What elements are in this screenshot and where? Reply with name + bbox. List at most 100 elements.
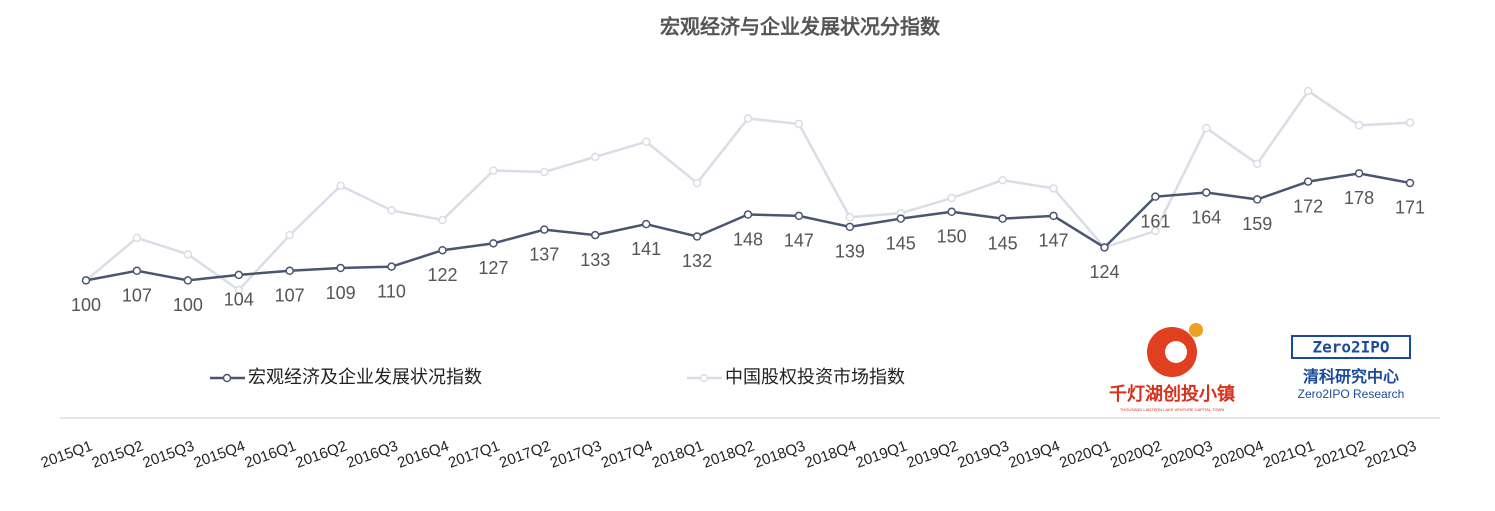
point <box>692 178 702 188</box>
x-tick-label: 2018Q4 <box>803 438 859 472</box>
point <box>438 245 447 255</box>
logo-badge <box>1291 335 1411 359</box>
x-tick-label: 2016Q1 <box>242 438 298 472</box>
point <box>1049 211 1058 221</box>
x-tick-label: 2018Q2 <box>701 438 757 472</box>
logo-right: Zero2IPO 清科研究中心 Zero2IPO Research <box>1291 335 1411 401</box>
point <box>641 219 651 229</box>
point <box>1252 195 1262 204</box>
x-tick-label: 2021Q1 <box>1261 438 1317 472</box>
x-tick-label: 2017Q2 <box>497 438 553 472</box>
logo-badge-text: Zero2IPO <box>1312 338 1389 357</box>
x-tick-label: 2017Q4 <box>599 438 655 472</box>
x-tick-label: 2015Q2 <box>90 438 146 472</box>
point <box>387 262 396 271</box>
x-tick-label: 2018Q3 <box>752 438 808 472</box>
x-tick-label: 2016Q3 <box>344 438 400 472</box>
point <box>132 266 142 276</box>
point <box>1354 169 1364 178</box>
value-label: 104 <box>224 290 254 310</box>
x-tick-label: 2018Q1 <box>650 438 706 472</box>
point <box>998 175 1007 185</box>
value-label: 141 <box>631 239 661 259</box>
point <box>183 250 193 259</box>
point <box>234 270 244 280</box>
point <box>438 215 447 225</box>
point <box>896 214 906 223</box>
logo-text: 千灯湖创投小镇 <box>1109 383 1235 404</box>
value-label: 139 <box>835 242 865 262</box>
chart-title: 宏观经济与企业发展状况分指数 <box>660 14 941 38</box>
point <box>285 266 294 276</box>
point <box>641 137 651 147</box>
x-tick-label: 2020Q4 <box>1210 438 1266 472</box>
x-tick-label: 2016Q2 <box>293 438 349 472</box>
point <box>947 207 956 217</box>
point <box>743 210 753 219</box>
point <box>998 214 1007 223</box>
x-tick-label: 2021Q3 <box>1363 438 1419 472</box>
legend-marker <box>699 373 709 383</box>
value-label: 107 <box>122 286 152 306</box>
point <box>387 206 396 215</box>
value-label: 145 <box>988 233 1018 253</box>
value-label: 100 <box>71 295 101 315</box>
value-label: 159 <box>1242 214 1272 234</box>
point <box>590 152 600 162</box>
value-label: 172 <box>1293 196 1323 216</box>
logo-text: 清科研究中心 <box>1303 367 1399 386</box>
point <box>285 230 294 240</box>
value-label: 110 <box>377 281 406 301</box>
logo-mark <box>1165 341 1187 363</box>
legend-label: 中国股权投资市场指数 <box>725 367 905 387</box>
x-tick-label: 2020Q1 <box>1057 438 1113 472</box>
point <box>336 181 345 190</box>
x-tick-label: 2020Q2 <box>1108 438 1164 472</box>
point <box>1303 86 1313 96</box>
value-label: 122 <box>427 265 457 285</box>
point <box>81 276 91 285</box>
point <box>489 166 498 175</box>
value-label: 127 <box>478 258 508 278</box>
point <box>540 167 549 177</box>
value-label: 100 <box>173 295 203 315</box>
point <box>692 232 702 241</box>
logo-left: 千灯湖创投小镇 THOUSAND LANTERN LAKE VENTURE CA… <box>1109 323 1235 412</box>
legend-marker <box>222 373 232 383</box>
point <box>183 276 193 285</box>
point <box>1252 159 1262 168</box>
logo-mark <box>1189 323 1203 337</box>
value-label: 107 <box>275 286 305 306</box>
value-label: 137 <box>529 244 559 264</box>
value-label: 109 <box>326 283 356 303</box>
x-tick-label: 2019Q3 <box>955 438 1011 472</box>
x-tick-label: 2021Q2 <box>1312 438 1368 472</box>
value-label: 148 <box>733 229 763 249</box>
x-tick-label: 2017Q1 <box>446 438 502 472</box>
point <box>540 225 549 234</box>
point <box>1303 177 1313 186</box>
point <box>1100 243 1109 252</box>
value-label: 161 <box>1140 211 1170 231</box>
x-tick-label: 2015Q4 <box>192 438 248 472</box>
value-label: 132 <box>682 251 712 271</box>
point <box>234 285 244 295</box>
point <box>1151 192 1160 201</box>
value-label: 147 <box>1039 231 1069 251</box>
value-label: 164 <box>1191 207 1221 227</box>
x-tick-label: 2015Q3 <box>141 438 197 472</box>
x-tick-label: 2019Q1 <box>854 438 910 472</box>
logo-subtext: Zero2IPO Research <box>1298 387 1405 401</box>
value-label: 178 <box>1344 188 1374 208</box>
point <box>1405 118 1415 127</box>
point <box>1202 188 1211 197</box>
x-tick-label: 2019Q2 <box>904 438 960 472</box>
point <box>336 263 345 273</box>
logo-subtext: THOUSAND LANTERN LAKE VENTURE CAPITAL TO… <box>1120 407 1224 412</box>
point <box>1354 121 1364 130</box>
point <box>1049 184 1058 193</box>
value-label: 171 <box>1395 198 1425 218</box>
point <box>1405 178 1415 188</box>
point <box>845 213 855 222</box>
